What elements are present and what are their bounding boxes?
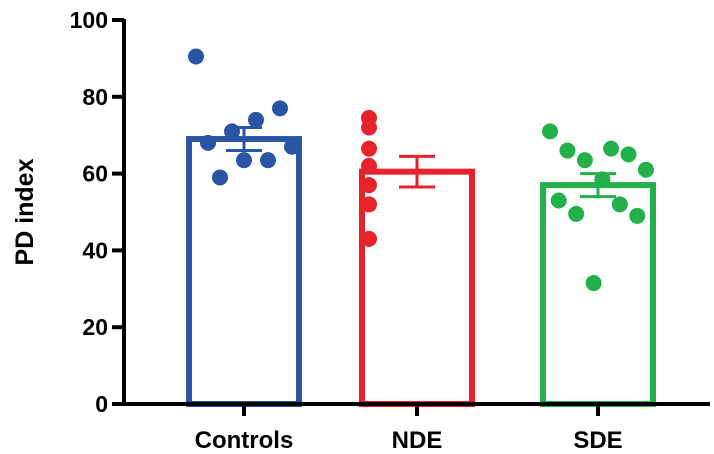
x-tick-label-controls: Controls xyxy=(195,427,294,454)
x-tick-label-nde: NDE xyxy=(392,427,443,454)
data-point-sde xyxy=(629,207,646,224)
data-point-sde xyxy=(638,161,654,178)
y-tick-label: 40 xyxy=(82,237,108,263)
y-tick-label: 20 xyxy=(82,314,108,340)
data-point-sde xyxy=(585,275,602,292)
data-point-sde xyxy=(559,142,576,159)
data-point-nde xyxy=(361,140,377,157)
x-tick-label-sde: SDE xyxy=(573,427,622,454)
data-point-nde xyxy=(361,157,377,174)
plot-area: 0 20 40 60 80 100 Controls NDE SDE xyxy=(70,7,710,454)
data-point-sde xyxy=(620,146,637,163)
y-tick-label: 60 xyxy=(82,161,108,187)
bar-controls xyxy=(186,136,302,407)
data-point-sde xyxy=(576,152,593,169)
y-tick-label: 0 xyxy=(95,391,108,417)
data-point-sde xyxy=(550,192,567,209)
data-point-sde xyxy=(603,140,620,157)
data-point-controls xyxy=(236,152,252,169)
data-point-controls xyxy=(224,123,240,140)
data-point-controls xyxy=(248,111,264,128)
data-point-nde xyxy=(361,230,377,247)
data-point-nde xyxy=(361,177,377,194)
data-point-controls xyxy=(188,48,204,65)
y-tick-label: 80 xyxy=(82,84,108,110)
data-point-sde xyxy=(594,171,611,188)
data-point-controls xyxy=(272,100,288,117)
bar-nde xyxy=(359,168,475,407)
y-tick-label: 100 xyxy=(70,7,108,33)
data-point-controls xyxy=(260,152,276,169)
data-point-nde xyxy=(361,196,377,213)
data-point-controls xyxy=(284,138,300,155)
data-point-sde xyxy=(542,123,558,140)
data-point-sde xyxy=(568,205,585,222)
data-point-controls xyxy=(200,134,216,151)
data-point-sde xyxy=(611,196,628,213)
y-axis-label: PD index xyxy=(11,158,39,265)
data-point-nde xyxy=(361,119,377,136)
data-point-controls xyxy=(212,169,228,186)
